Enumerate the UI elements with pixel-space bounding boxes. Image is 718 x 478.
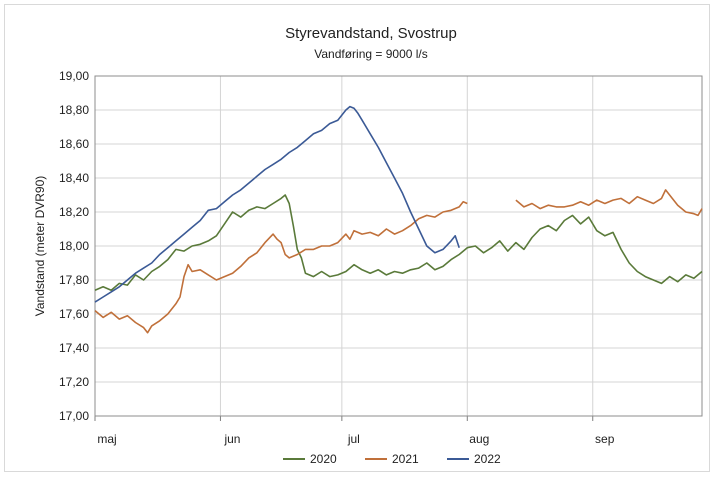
y-tick-label: 18,20 — [59, 205, 89, 219]
y-tick-label: 18,60 — [59, 137, 89, 151]
chart-subtitle: Vandføring = 9000 l/s — [314, 47, 428, 61]
x-tick-label: aug — [469, 432, 489, 446]
grid-layer — [95, 75, 702, 417]
plot-area-border — [94, 75, 703, 417]
y-tick-label: 17,00 — [59, 409, 89, 423]
y-axis-label: Vandstand (meter DVR90) — [33, 176, 47, 317]
legend-label-2020: 2020 — [310, 452, 337, 466]
y-tick-label: 17,60 — [59, 307, 89, 321]
x-tick-label: maj — [97, 432, 116, 446]
series-line-2022 — [94, 105, 460, 303]
chart-title: Styrevandstand, Svostrup — [285, 25, 457, 42]
y-tick-label: 18,00 — [59, 239, 89, 253]
series-line-2021 — [94, 201, 468, 334]
y-tick-label: 18,80 — [59, 103, 89, 117]
x-tick-label: jun — [223, 432, 240, 446]
axis-layer: 17,00 17,20 17,40 17,60 17,80 18,00 18,20 18,40… — [59, 69, 703, 446]
y-tick-label: 18,40 — [59, 171, 89, 185]
legend-label-2022: 2022 — [474, 452, 501, 466]
y-tick-label: 19,00 — [59, 69, 89, 83]
series-line-2020 — [94, 194, 703, 291]
y-tick-label: 17,80 — [59, 273, 89, 287]
x-tick-label: jul — [347, 432, 360, 446]
y-tick-label: 17,40 — [59, 341, 89, 355]
series-line-2021 — [515, 189, 703, 217]
legend-label-2021: 2021 — [392, 452, 419, 466]
series-layer — [94, 105, 703, 334]
y-tick-label: 17,20 — [59, 375, 89, 389]
legend: 2020 2021 2022 — [283, 452, 501, 466]
x-tick-label: sep — [595, 432, 615, 446]
